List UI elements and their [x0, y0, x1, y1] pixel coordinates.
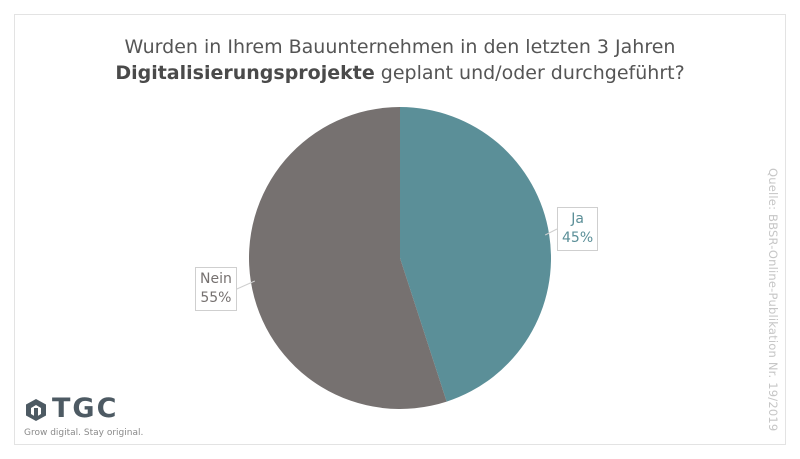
data-label-ja: Ja 45% [557, 207, 599, 251]
leader-line-ja [544, 228, 558, 236]
title-bold: Digitalisierungsprojekte [115, 62, 375, 84]
source-note: Quelle: BBSR-Online-Publikation Nr. 19/2… [766, 168, 780, 432]
data-label-nein: Nein 55% [195, 267, 237, 311]
title-line-2: Digitalisierungsprojekte geplant und/ode… [0, 60, 800, 86]
data-label-ja-value: 45% [562, 230, 594, 246]
data-label-nein-value: 55% [200, 290, 232, 306]
data-label-nein-name: Nein [200, 271, 232, 287]
chart-title: Wurden in Ihrem Bauunternehmen in den le… [0, 34, 800, 86]
title-line-1: Wurden in Ihrem Bauunternehmen in den le… [124, 36, 676, 58]
tgc-logo-icon [26, 399, 46, 421]
data-label-ja-name: Ja [571, 211, 584, 227]
pie-slice-ja [400, 107, 551, 402]
logo-wordmark: TGC [52, 393, 119, 424]
leader-line-nein [236, 280, 256, 290]
title-rest: geplant und/oder durchgeführt? [374, 62, 685, 84]
logo-tagline: Grow digital. Stay original. [24, 428, 144, 438]
pie-slice-nein [248, 107, 447, 409]
